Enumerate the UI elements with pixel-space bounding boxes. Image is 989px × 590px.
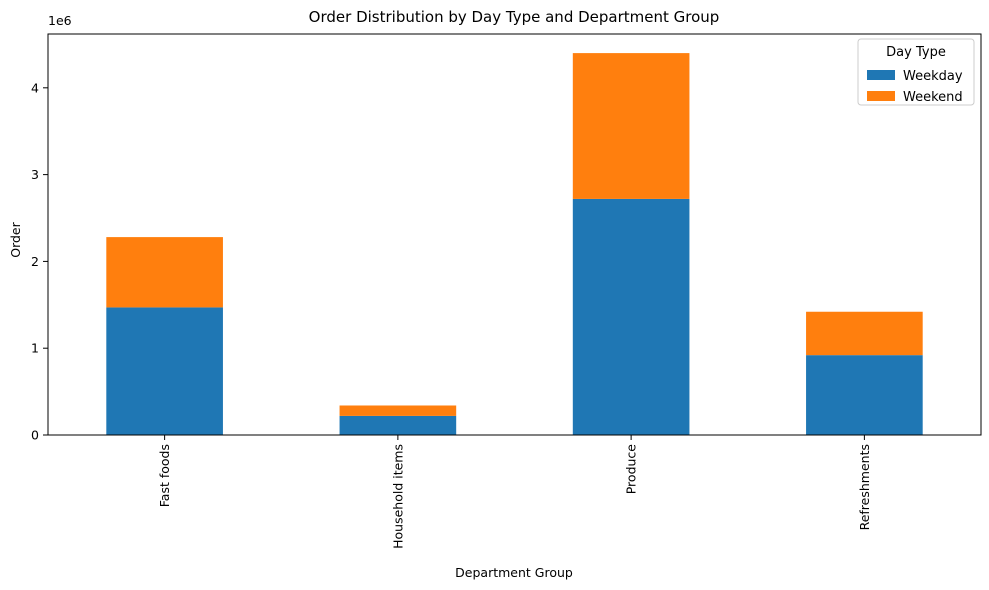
legend-box — [857, 38, 975, 106]
x-tick-label: Fast foods — [157, 444, 172, 507]
x-tick-label: Household items — [390, 444, 405, 549]
bar-weekend-produce — [572, 53, 690, 199]
chart-title: Order Distribution by Day Type and Depar… — [309, 8, 720, 26]
x-tick-label: Refreshments — [857, 444, 872, 530]
bar-weekday-produce — [572, 198, 690, 435]
bar-weekend-household-items — [339, 405, 457, 416]
bar-weekend-fast-foods — [106, 237, 223, 308]
legend: Day Type Weekday Weekend — [857, 38, 975, 106]
y-axis-offset-label: 1e6 — [48, 13, 72, 28]
plot-frame — [47, 33, 982, 436]
legend-swatch-weekend — [867, 91, 895, 101]
plot-area: 0 1 2 3 4 Fast foods Household items Produce Ref… — [31, 33, 982, 549]
x-tick-label: Produce — [624, 444, 639, 495]
y-tick-label: 2 — [31, 254, 39, 269]
bar-weekday-household-items — [339, 415, 457, 435]
legend-label-weekday: Weekday — [903, 69, 963, 84]
legend-label-weekend: Weekend — [903, 90, 963, 105]
y-tick-label: 1 — [31, 341, 39, 356]
x-axis-title: Department Group — [455, 565, 573, 580]
legend-swatch-weekday — [867, 70, 895, 80]
bar-weekday-fast-foods — [106, 307, 223, 435]
y-tick-label: 0 — [31, 428, 39, 443]
bar-weekday-refreshments — [806, 355, 923, 435]
y-axis-title: Order — [8, 221, 23, 257]
legend-title: Day Type — [886, 45, 946, 60]
bar-weekend-refreshments — [806, 311, 923, 356]
y-tick-label: 4 — [31, 80, 39, 95]
y-tick-label: 3 — [31, 167, 39, 182]
